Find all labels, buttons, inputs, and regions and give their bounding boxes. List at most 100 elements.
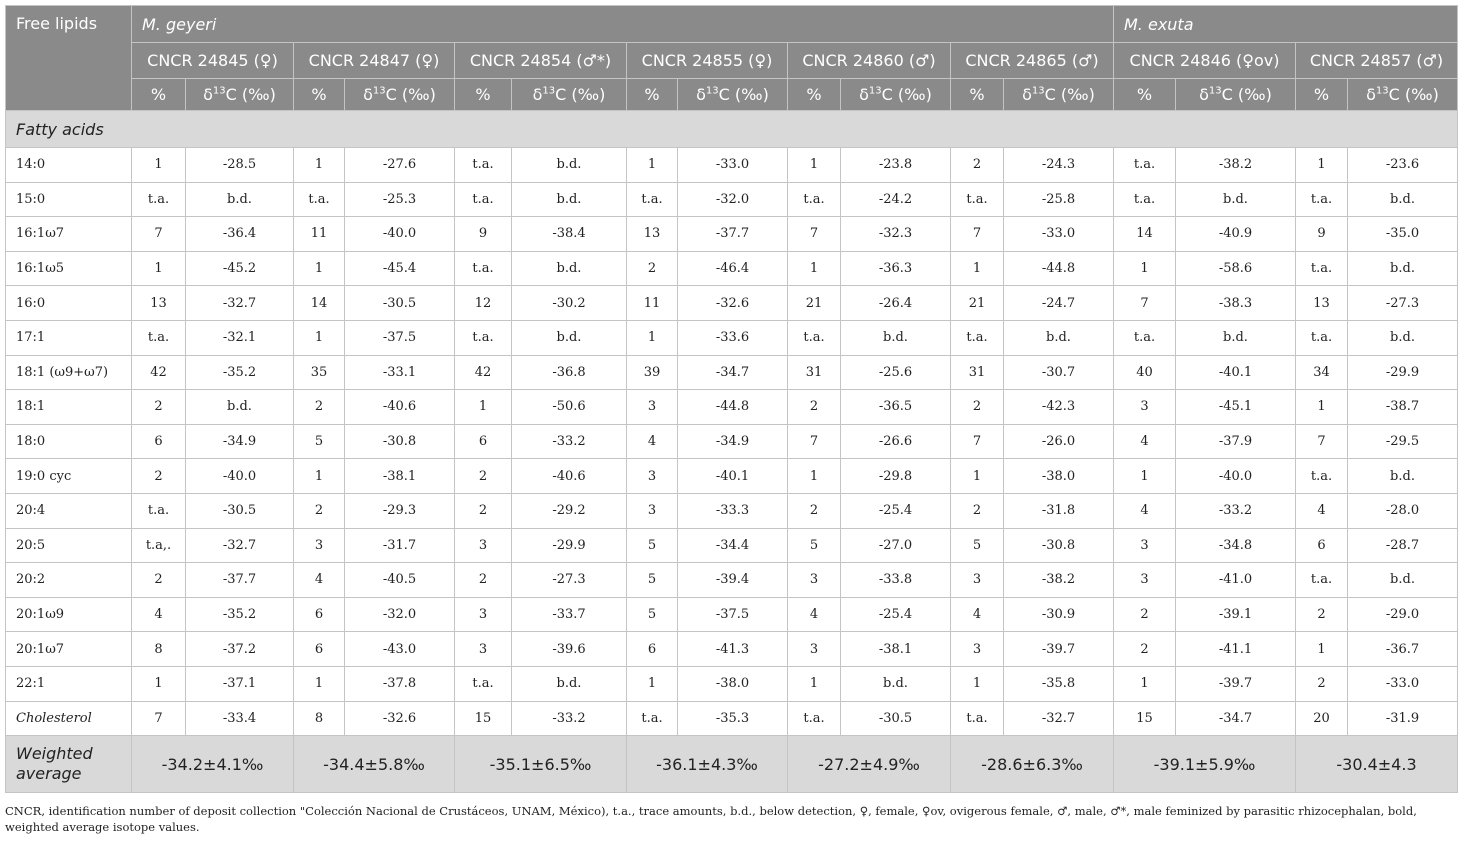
table-row: 18:1 2 b.d. 2 -40.6 1 -50.6 3 -44.8 2 -36.5 2 -42.3 3… (5, 389, 1459, 425)
row-label: 17:1 (5, 319, 132, 356)
weighted-average-row: Weighted average -34.2±4.1‰ -34.4±5.8‰ -35.… (5, 735, 1459, 794)
percent-cell: 3 (1113, 389, 1176, 425)
percent-cell: 5 (293, 423, 345, 460)
percent-cell: t.a. (626, 181, 678, 218)
delta-cell: -27.0 (840, 527, 951, 564)
delta-cell: b.d. (511, 665, 627, 702)
percent-cell: t.a. (131, 181, 186, 218)
percent-cell: t.a. (454, 665, 512, 702)
percent-cell: 9 (1295, 216, 1348, 252)
percent-cell: t.a. (1295, 319, 1348, 356)
delta-cell: -40.0 (344, 216, 455, 252)
percent-cell: 1 (787, 458, 841, 494)
percent-cell: 14 (1113, 216, 1176, 252)
percent-cell: 6 (1295, 527, 1348, 564)
percent-cell: 12 (454, 285, 512, 321)
percent-cell: 2 (131, 458, 186, 494)
table-row: 16:1ω7 7 -36.4 11 -40.0 9 -38.4 13 -37.7 7 -32.3 7-… (5, 216, 1459, 252)
delta-cell: b.d. (185, 389, 294, 425)
delta-cell: -37.8 (344, 665, 455, 702)
delta-cell: -29.0 (1346, 596, 1459, 633)
delta-cell: -38.3 (1175, 285, 1296, 321)
percent-cell: 1 (787, 147, 841, 183)
table-row: 20:1ω7 8 -37.2 6 -43.0 3 -39.6 6 -41.3 3 -38.1 3 -39… (5, 631, 1459, 667)
percent-cell: 6 (626, 631, 678, 667)
delta-cell: -40.6 (511, 458, 627, 494)
percent-cell: 34 (1295, 354, 1348, 391)
percent-cell: 5 (787, 527, 841, 564)
table-row: 22:1 1 -37.1 1 -37.8 t.a. b.d. 1 -38.0 1 b.d. 1 -35.… (5, 665, 1459, 702)
delta-cell: -29.8 (840, 458, 951, 494)
delta-cell: -24.2 (840, 181, 951, 218)
section-row: Fatty acids (4, 110, 1459, 148)
row-label: Cholesterol (5, 700, 132, 737)
delta-cell: -30.8 (344, 423, 455, 460)
delta-cell: -32.0 (677, 181, 788, 218)
percent-cell: 5 (950, 527, 1004, 564)
percent-cell: 15 (454, 700, 512, 737)
row-label: 19:0 cyc (5, 458, 132, 494)
weighted-average-value: -35.1±6.5‰ (454, 735, 627, 794)
percent-cell: 2 (626, 250, 678, 287)
delta-cell: b.d. (1346, 250, 1459, 287)
delta-cell: b.d. (1346, 458, 1459, 494)
percent-cell: 31 (787, 354, 841, 391)
row-label: 20:5 (5, 527, 132, 564)
delta-cell: -44.8 (1003, 250, 1114, 287)
delta-cell: -30.5 (344, 285, 455, 321)
percent-cell: 13 (131, 285, 186, 321)
delta-cell: -33.0 (677, 147, 788, 183)
header-row-species: Free lipids M. geyeri M. exuta (5, 5, 1459, 111)
delta-cell: -36.3 (840, 250, 951, 287)
percent-cell: 1 (787, 250, 841, 287)
delta-cell: -26.4 (840, 285, 951, 321)
delta-cell: -31.7 (344, 527, 455, 564)
delta-cell: -28.0 (1346, 492, 1459, 529)
header-row-specimens: CNCR 24845 (♀) CNCR 24847 (♀) CNCR 24854 (… (6, 42, 1459, 79)
delta-cell: -30.5 (840, 700, 951, 737)
percent-cell: t.a. (131, 492, 186, 529)
delta-cell: -36.7 (1346, 631, 1459, 667)
row-label: 18:0 (5, 423, 132, 460)
delta-superscript: 13 (542, 85, 556, 97)
delta-cell: -30.8 (1003, 527, 1114, 564)
percent-cell: 4 (131, 596, 186, 633)
row-label: 16:1ω5 (5, 250, 132, 287)
table-row: 18:1 (ω9+ω7) 42 -35.2 35 -33.1 42 -36.8 39 -34.7… (5, 354, 1459, 391)
delta-cell: -32.6 (677, 285, 788, 321)
percent-cell: 3 (454, 527, 512, 564)
percent-cell: t.a. (626, 700, 678, 737)
delta-superscript: 13 (212, 85, 226, 97)
delta-header: δ13C (‰) (1346, 78, 1459, 111)
row-label: 15:0 (5, 181, 132, 218)
delta-cell: -27.3 (1346, 285, 1459, 321)
percent-cell: 11 (626, 285, 678, 321)
percent-cell: t.a. (454, 147, 512, 183)
delta-cell: -33.1 (344, 354, 455, 391)
percent-cell: t.a. (950, 181, 1004, 218)
percent-cell: 2 (131, 562, 186, 598)
delta-cell: -32.3 (840, 216, 951, 252)
percent-cell: 3 (787, 562, 841, 598)
percent-header: % (626, 78, 678, 111)
weighted-average-value: -39.1±5.9‰ (1113, 735, 1296, 794)
delta-cell: -41.1 (1175, 631, 1296, 667)
species-header-m-exuta: M. exuta (1112, 5, 1459, 43)
delta-cell: -24.7 (1003, 285, 1114, 321)
delta-cell: -29.3 (344, 492, 455, 529)
row-label: 20:1ω7 (5, 631, 132, 667)
delta-unit: C (‰) (881, 85, 932, 104)
percent-cell: 1 (787, 665, 841, 702)
percent-cell: t.a. (1113, 181, 1176, 218)
percent-cell: 6 (293, 596, 345, 633)
percent-cell: 1 (626, 147, 678, 183)
percent-cell: 1 (293, 319, 345, 356)
percent-cell: t.a. (1295, 562, 1348, 598)
percent-cell: 4 (950, 596, 1004, 633)
percent-cell: 7 (787, 216, 841, 252)
delta-cell: b.d. (511, 319, 627, 356)
delta-cell: -38.4 (511, 216, 627, 252)
delta-superscript: 13 (1208, 85, 1222, 97)
percent-cell: 3 (626, 458, 678, 494)
delta-cell: -33.7 (511, 596, 627, 633)
